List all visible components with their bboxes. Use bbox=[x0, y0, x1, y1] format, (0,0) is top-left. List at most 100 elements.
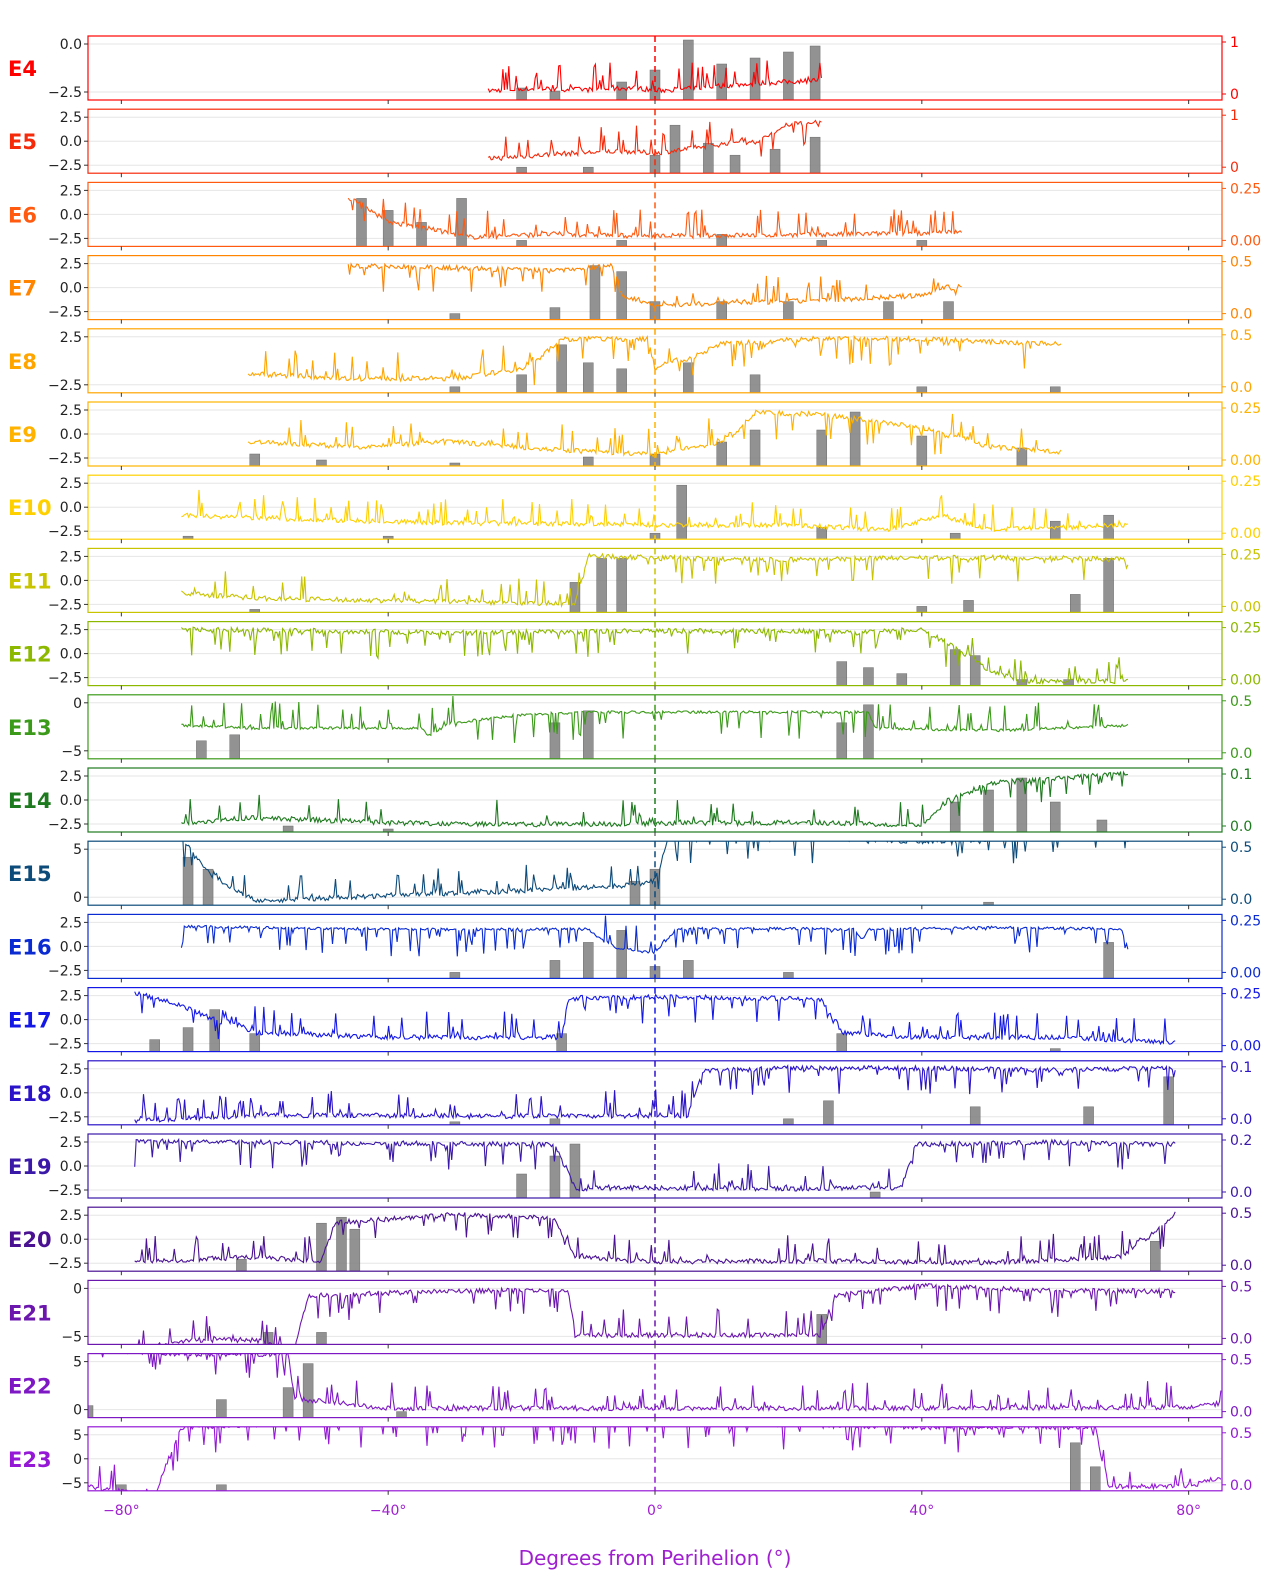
left-tick-label: 0.0 bbox=[60, 573, 82, 589]
histogram-bar bbox=[916, 386, 928, 393]
left-tick-label: −2.5 bbox=[48, 305, 82, 321]
left-tick-label: 0 bbox=[73, 890, 82, 906]
left-tick-label: −5 bbox=[61, 744, 82, 760]
histogram-bar bbox=[516, 166, 527, 174]
histogram-bar bbox=[202, 868, 214, 906]
histogram-bar bbox=[516, 87, 527, 100]
histogram-bar bbox=[783, 51, 794, 100]
panel-E18: 2.5 0.0 −2.5 0.1 0.0 E18 bbox=[8, 1060, 1252, 1129]
histogram-bar bbox=[382, 828, 394, 832]
right-tick-label: 0.0 bbox=[1230, 1185, 1252, 1201]
histogram-bar bbox=[916, 240, 928, 247]
histogram-bar bbox=[356, 198, 367, 247]
histogram-bar bbox=[616, 558, 627, 613]
histogram-bar bbox=[449, 313, 461, 320]
histogram-bar bbox=[849, 411, 861, 466]
histogram-bar bbox=[216, 1399, 227, 1418]
histogram-bar bbox=[216, 1484, 227, 1491]
right-tick-label: 0.00 bbox=[1230, 673, 1261, 689]
plot-area bbox=[182, 841, 1129, 906]
histogram-bar bbox=[182, 535, 194, 540]
x-axis-label: Degrees from Perihelion (°) bbox=[519, 1546, 792, 1570]
series-line bbox=[180, 915, 1129, 957]
histogram-bar bbox=[449, 386, 461, 393]
histogram-bar bbox=[809, 136, 821, 174]
right-tick-label: 0.0 bbox=[1230, 1331, 1252, 1347]
histogram-bar bbox=[783, 301, 794, 320]
left-tick-label: 0 bbox=[73, 696, 82, 712]
histogram-bar bbox=[983, 901, 994, 906]
right-tick-label: 0.00 bbox=[1230, 233, 1261, 249]
panel-E9: 2.5 0.0 −2.5 0.25 0.00 E9 bbox=[8, 401, 1261, 470]
histogram-bar bbox=[983, 789, 994, 832]
histogram-bar bbox=[749, 429, 761, 466]
left-tick-label: 5 bbox=[73, 1428, 82, 1444]
histogram-bar bbox=[1096, 819, 1108, 832]
plot-area bbox=[347, 182, 963, 247]
right-tick-label: 0.25 bbox=[1230, 913, 1261, 929]
left-tick-label: 0.0 bbox=[60, 1013, 82, 1029]
left-tick-label: 0.0 bbox=[60, 647, 82, 663]
panel-E17: 2.5 0.0 −2.5 0.25 0.00 E17 bbox=[8, 987, 1261, 1056]
right-tick-label: 1 bbox=[1230, 35, 1239, 51]
histogram-bar bbox=[883, 301, 894, 320]
histogram-bar bbox=[556, 344, 567, 393]
left-tick-label: 2.5 bbox=[60, 989, 82, 1005]
right-tick-label: 0.5 bbox=[1230, 255, 1252, 271]
histogram-bar bbox=[88, 1405, 94, 1418]
panel-label: E9 bbox=[8, 423, 37, 447]
plot-area bbox=[134, 1134, 1176, 1198]
histogram-bar bbox=[949, 801, 961, 832]
histogram-bar bbox=[943, 301, 954, 320]
plot-area bbox=[134, 1207, 1176, 1272]
histogram-bar bbox=[1049, 1048, 1061, 1052]
plot-area bbox=[181, 475, 1129, 540]
plot-area bbox=[88, 1353, 1222, 1418]
right-tick-label: 0.0 bbox=[1230, 307, 1252, 323]
right-tick-label: 1 bbox=[1230, 108, 1239, 124]
histogram-bar bbox=[1016, 447, 1028, 466]
left-tick-label: 2.5 bbox=[60, 769, 82, 785]
histogram-bar bbox=[916, 435, 928, 466]
histogram-bar bbox=[549, 1118, 561, 1125]
panel-label: E6 bbox=[8, 203, 37, 227]
histogram-bar bbox=[869, 1191, 881, 1198]
left-tick-label: 5 bbox=[73, 1355, 82, 1371]
histogram-bar bbox=[863, 704, 874, 759]
right-tick-label: 0.5 bbox=[1230, 840, 1252, 856]
histogram-bar bbox=[1150, 1240, 1161, 1272]
histogram-bar bbox=[449, 972, 461, 979]
histogram-bar bbox=[783, 1118, 794, 1125]
plot-area bbox=[134, 987, 1176, 1052]
right-tick-label: 0.0 bbox=[1230, 819, 1252, 835]
panel-label: E22 bbox=[8, 1375, 52, 1399]
histogram-bar bbox=[616, 368, 627, 393]
x-tick-label: 80° bbox=[1176, 1503, 1201, 1519]
histogram-bar bbox=[616, 271, 627, 320]
left-tick-label: 0 bbox=[73, 1452, 82, 1468]
right-tick-label: 0 bbox=[1230, 160, 1239, 176]
histogram-bar bbox=[1090, 1466, 1101, 1491]
histogram-bar bbox=[963, 600, 974, 613]
panel-E21: 0 −5 0.5 0.0 E21 bbox=[8, 1279, 1252, 1349]
histogram-bar bbox=[302, 1363, 314, 1418]
left-tick-label: 2.5 bbox=[60, 1135, 82, 1151]
histogram-bar bbox=[236, 1258, 247, 1272]
histogram-bar bbox=[896, 673, 908, 686]
right-tick-label: 0.2 bbox=[1230, 1133, 1252, 1149]
left-tick-label: −2.5 bbox=[48, 1037, 82, 1053]
histogram-bar bbox=[809, 45, 821, 100]
histogram-bar bbox=[616, 930, 627, 979]
right-tick-label: 0.25 bbox=[1230, 401, 1261, 417]
histogram-bar bbox=[549, 960, 561, 979]
plot-area bbox=[181, 768, 1129, 832]
histogram-bar bbox=[349, 1228, 361, 1272]
x-tick-label: −80° bbox=[103, 1503, 140, 1519]
left-tick-label: 0 bbox=[73, 1403, 82, 1419]
histogram-bar bbox=[816, 1314, 828, 1345]
panel-label: E13 bbox=[8, 716, 52, 740]
histogram-bar bbox=[583, 456, 594, 466]
left-tick-label: −2.5 bbox=[48, 671, 82, 687]
left-tick-label: 0.0 bbox=[60, 500, 82, 516]
left-tick-label: 2.5 bbox=[60, 1208, 82, 1224]
